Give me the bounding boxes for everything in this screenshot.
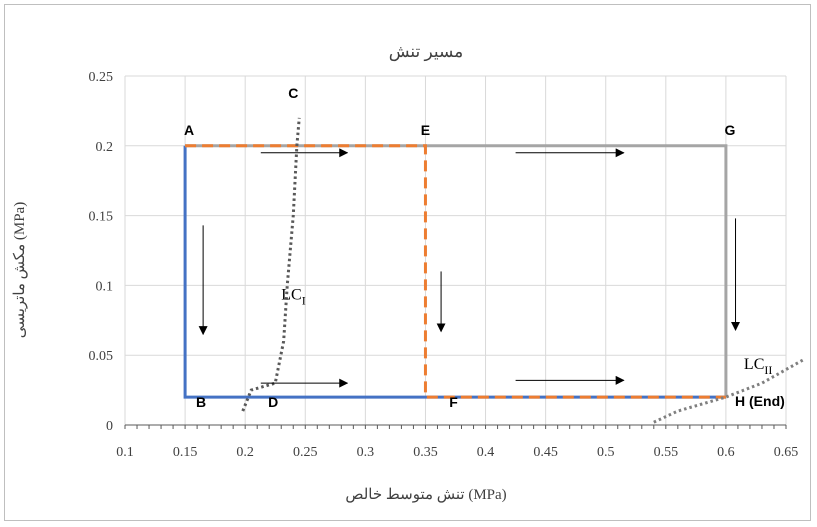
x-tick-label: 0.3	[357, 445, 375, 460]
point-label: F	[449, 394, 458, 410]
grid-lines	[124, 75, 787, 429]
y-tick-label: 0	[106, 419, 113, 434]
curve-label: LCI	[281, 286, 305, 307]
series-line-2	[185, 144, 728, 398]
x-axis-title: تنش متوسط خالص (MPa)	[345, 487, 506, 503]
series-line-3	[185, 144, 726, 399]
x-tick-label: 0.45	[533, 445, 558, 460]
point-label: H (End)	[735, 393, 785, 409]
y-axis-title: مکش ماتریسی (MPa)	[12, 202, 28, 338]
point-label: C	[288, 85, 298, 101]
point-label: D	[268, 394, 278, 410]
point-labels: A B C D E F G H (End)	[184, 85, 785, 410]
x-tick-labels: 0.1 0.15 0.2 0.25 0.3 0.35 0.4 0.45 0.5 0.55 0.6 0.…	[116, 445, 798, 460]
y-tick-label: 0.25	[89, 70, 114, 85]
y-tick-labels: 0 0.05 0.1 0.15 0.2 0.25	[89, 70, 114, 434]
y-tick-label: 0.2	[96, 140, 114, 155]
point-label: G	[724, 122, 735, 138]
point-label: A	[184, 122, 194, 138]
direction-arrows	[198, 148, 741, 388]
series-line-4	[241, 117, 301, 412]
y-tick-label: 0.1	[96, 279, 114, 294]
y-tick-label: 0.15	[89, 210, 114, 225]
x-tick-label: 0.6	[717, 445, 735, 460]
x-tick-label: 0.5	[597, 445, 615, 460]
x-tick-label: 0.25	[293, 445, 318, 460]
series-line-5	[653, 358, 805, 424]
series-lines	[183, 117, 805, 424]
x-tick-label: 0.65	[774, 445, 799, 460]
point-label: E	[421, 122, 430, 138]
y-tick-label: 0.05	[89, 349, 114, 364]
point-label: B	[196, 394, 206, 410]
chart-title: مسیر تنش	[389, 42, 464, 62]
curve-labels: LCI LCII	[281, 286, 772, 377]
x-tick-label: 0.4	[477, 445, 495, 460]
x-tick-label: 0.55	[654, 445, 679, 460]
x-tick-label: 0.1	[116, 445, 134, 460]
x-tick-label: 0.2	[236, 445, 254, 460]
curve-label: LCII	[744, 356, 772, 377]
series-line-1	[183, 145, 726, 399]
chart-frame	[4, 4, 811, 521]
x-tick-label: 0.35	[413, 445, 438, 460]
x-tick-label: 0.15	[173, 445, 198, 460]
